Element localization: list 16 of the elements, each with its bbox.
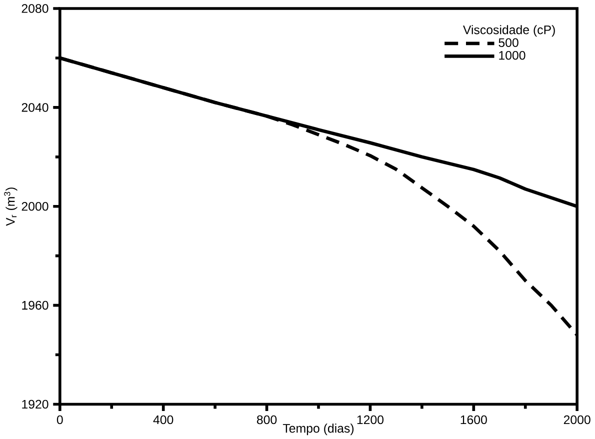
- legend-label: 1000: [499, 50, 526, 60]
- y-tick-label: 2080: [22, 4, 48, 13]
- x-axis-title: Tempo (dias): [282, 423, 354, 435]
- y-tick-label: 1960: [22, 300, 48, 310]
- y-tick-label: 2000: [22, 202, 48, 211]
- x-tick-label: 400: [153, 415, 174, 424]
- y-tick-label: 1920: [22, 400, 48, 408]
- legend-label: 500: [498, 38, 518, 47]
- legend-title: Viscosidade (cP): [462, 24, 555, 37]
- x-tick-label: 800: [256, 415, 277, 424]
- x-tick-label: 1200: [357, 415, 384, 424]
- y-tick-label: 2040: [22, 102, 48, 112]
- y-axis-title: V$_{r}$ (m$^{3}$): [4, 187, 18, 226]
- x-tick-label: 0: [56, 415, 63, 424]
- x-tick-label: 2000: [564, 415, 590, 424]
- x-tick-label: 1600: [460, 415, 487, 424]
